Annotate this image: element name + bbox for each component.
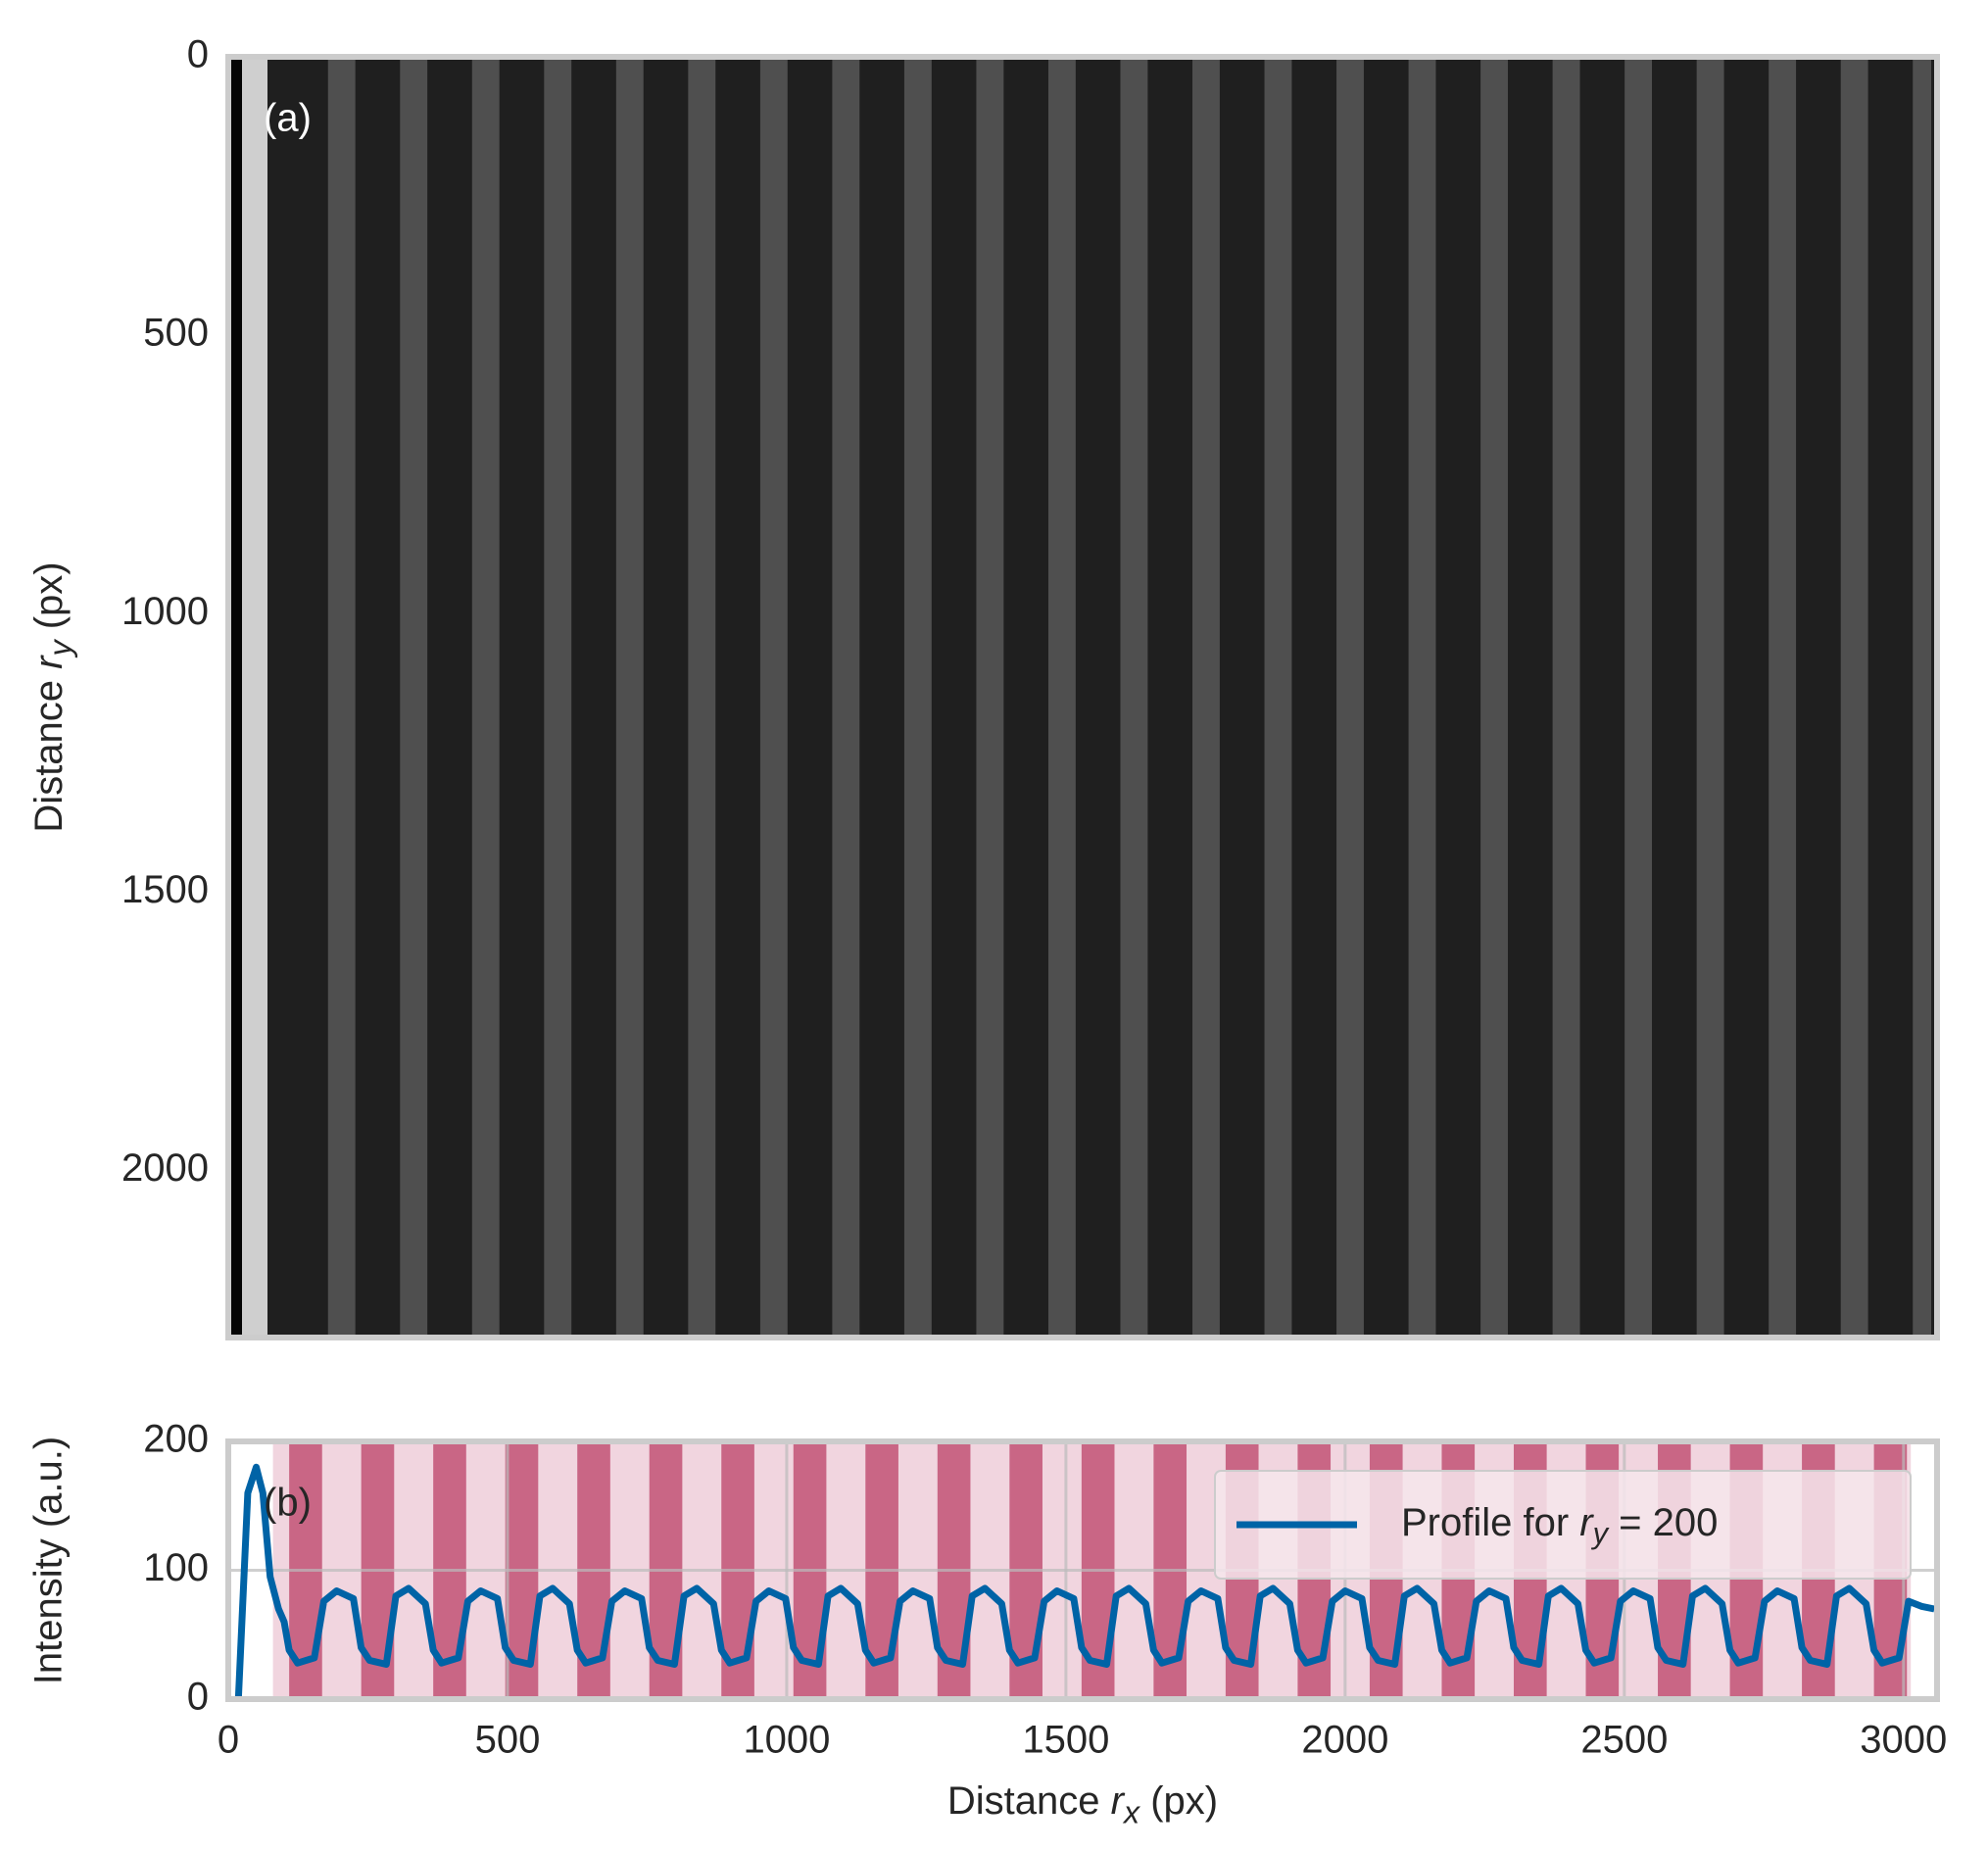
y-tick-label: 100 [143, 1546, 209, 1589]
x-tick-label: 0 [218, 1719, 239, 1762]
panel-label: (a) [264, 97, 312, 140]
bright-stripe [471, 57, 500, 1338]
x-tick-label: 1500 [1022, 1719, 1109, 1762]
bright-stripe [1769, 57, 1797, 1338]
bright-stripe [1047, 57, 1076, 1338]
label-part: (px) [27, 561, 71, 640]
label-part: y [42, 639, 77, 658]
y-tick-label: 200 [143, 1418, 209, 1461]
bright-stripe [976, 57, 1004, 1338]
legend-label: Profile for ry = 200 [1401, 1501, 1718, 1551]
bright-stripe [615, 57, 644, 1338]
edge-dark [228, 57, 242, 1338]
bright-stripe [1120, 57, 1148, 1338]
x-tick-label: 2500 [1580, 1719, 1668, 1762]
y-tick-label: 500 [143, 312, 209, 355]
label-part: r [1579, 1501, 1594, 1544]
y-tick-label: 1500 [121, 868, 209, 911]
bright-stripe [759, 57, 788, 1338]
label-part: y [1591, 1516, 1610, 1550]
bright-stripe [1264, 57, 1292, 1338]
bright-stripe [1336, 57, 1364, 1338]
x-tick-label: 2000 [1301, 1719, 1388, 1762]
y-tick-label: 0 [187, 33, 209, 76]
label-part: Distance [27, 669, 71, 833]
x-tick-label: 3000 [1860, 1719, 1947, 1762]
y-tick-label: 0 [187, 1676, 209, 1719]
y-tick-label: 2000 [121, 1146, 209, 1190]
y-tick-label: 1000 [121, 590, 209, 633]
label-part: Distance [947, 1779, 1111, 1823]
y-axis-label: Intensity (a.u.) [27, 1437, 71, 1684]
y-axis-label: Distance ry (px) [27, 561, 77, 832]
bright-stripe [1480, 57, 1508, 1338]
x-axis-label: Distance rx (px) [947, 1779, 1218, 1829]
bright-stripe [544, 57, 572, 1338]
axes-frame [225, 54, 1940, 1340]
label-part: x [1122, 1794, 1141, 1829]
bright-stripe [1624, 57, 1653, 1338]
label-part: r [1111, 1779, 1126, 1823]
bright-stripe [1408, 57, 1436, 1338]
bright-stripe [1696, 57, 1724, 1338]
label-part: = 200 [1608, 1501, 1718, 1544]
bright-stripe [1840, 57, 1868, 1338]
label-part: Profile for [1401, 1501, 1579, 1544]
bright-stripe [688, 57, 716, 1338]
label-part: r [27, 655, 71, 669]
bright-stripe [400, 57, 428, 1338]
x-tick-label: 500 [475, 1719, 541, 1762]
bright-stripe [327, 57, 356, 1338]
bright-stripe [832, 57, 860, 1338]
profile-line [234, 1463, 1935, 1700]
edge-strip [238, 57, 267, 1338]
bright-stripe [1552, 57, 1580, 1338]
x-tick-label: 1000 [743, 1719, 830, 1762]
image-background [228, 57, 1937, 1338]
label-part: (px) [1139, 1779, 1218, 1823]
bright-stripe [903, 57, 932, 1338]
axes-frame [225, 1438, 1940, 1702]
legend-box [1214, 1470, 1912, 1580]
panel-label: (b) [264, 1482, 312, 1525]
bright-stripe [1913, 57, 1931, 1338]
bright-stripe [1192, 57, 1220, 1338]
